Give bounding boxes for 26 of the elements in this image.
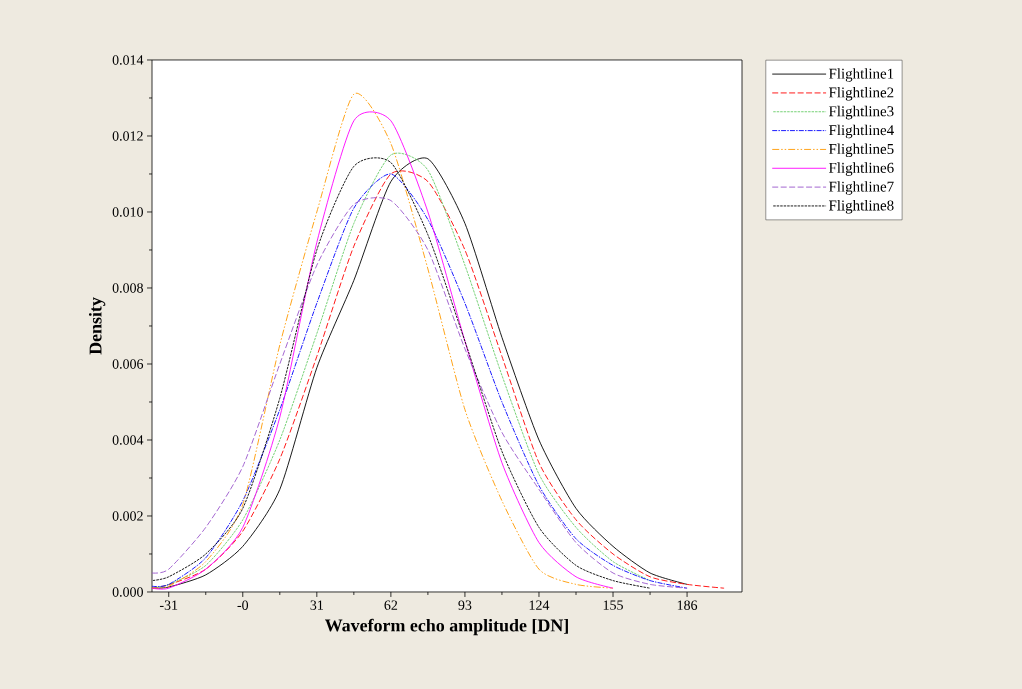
x-tick-label: 93 — [458, 600, 472, 610]
legend-label: Flightline4 — [828, 124, 894, 139]
y-tick-label: 0.004 — [112, 435, 144, 445]
legend-label: Flightline5 — [828, 143, 894, 158]
x-tick-label: 124 — [529, 600, 550, 610]
legend-label: Flightline1 — [828, 68, 894, 82]
x-tick-label: 155 — [603, 600, 623, 610]
y-tick-label: 0.012 — [112, 131, 143, 141]
y-tick-label: 0.002 — [112, 511, 143, 521]
x-tick-label: 62 — [384, 600, 398, 610]
legend-label: Flightline6 — [828, 162, 894, 176]
y-tick-label: 0.006 — [112, 359, 144, 369]
x-tick-label: -31 — [159, 600, 178, 610]
y-tick-label: 0.000 — [112, 587, 143, 597]
x-axis-title: Waveform echo amplitude [DN] — [324, 618, 568, 636]
legend-label: Flightline8 — [828, 200, 894, 214]
y-axis-title: Density — [88, 297, 106, 355]
y-tick-label: 0.010 — [112, 207, 143, 217]
legend-label: Flightline7 — [828, 181, 894, 195]
legend-label: Flightline2 — [828, 87, 894, 101]
y-tick-label: 0.014 — [112, 55, 144, 65]
y-tick-label: 0.008 — [112, 283, 143, 293]
x-tick-label: 31 — [310, 600, 323, 610]
x-tick-label: 186 — [677, 600, 698, 610]
x-tick-label: -0 — [237, 600, 249, 610]
legend-label: Flightline3 — [828, 105, 894, 120]
